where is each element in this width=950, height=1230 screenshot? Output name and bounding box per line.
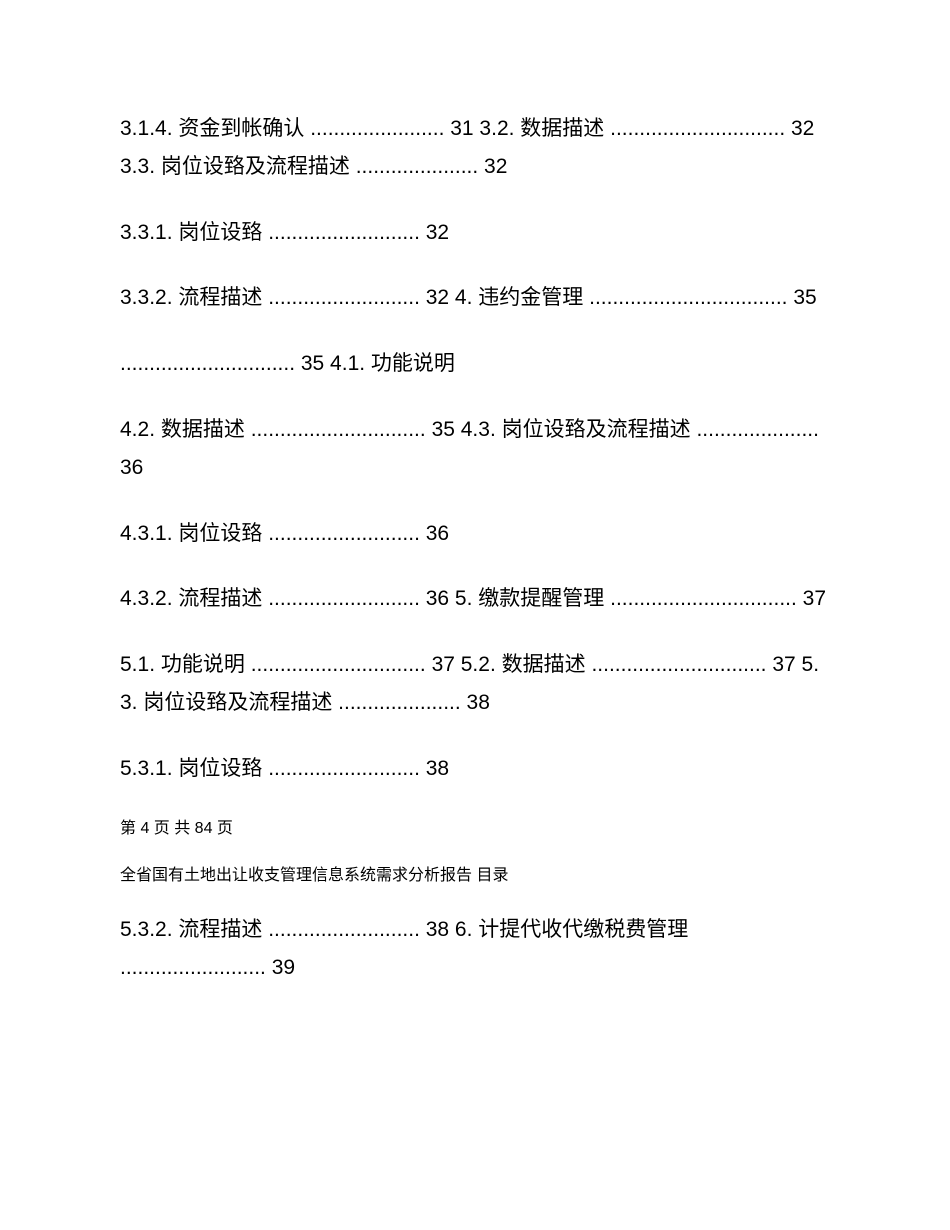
document-title-line: 全省国有土地出让收支管理信息系统需求分析报告 目录 [120, 863, 830, 889]
page-number: 第 4 页 共 84 页 [120, 816, 830, 842]
toc-entry: 4.3.1. 岗位设臵 .......................... 3… [120, 515, 830, 553]
toc-entry: 4.3.2. 流程描述 .......................... 3… [120, 580, 830, 618]
toc-entry: 5.3.2. 流程描述 .......................... 3… [120, 911, 830, 987]
toc-entry: 3.3.2. 流程描述 .......................... 3… [120, 279, 830, 317]
document-page: 3.1.4. 资金到帐确认 ....................... 31… [120, 110, 830, 986]
toc-entry: 5.1. 功能说明 ..............................… [120, 646, 830, 722]
toc-entry: .............................. 35 4.1. 功… [120, 345, 830, 383]
toc-entry: 3.3.1. 岗位设臵 .......................... 3… [120, 214, 830, 252]
toc-entry: 3.1.4. 资金到帐确认 ....................... 31… [120, 110, 830, 186]
toc-entry: 4.2. 数据描述 ..............................… [120, 411, 830, 487]
toc-entry: 5.3.1. 岗位设臵 .......................... 3… [120, 750, 830, 788]
